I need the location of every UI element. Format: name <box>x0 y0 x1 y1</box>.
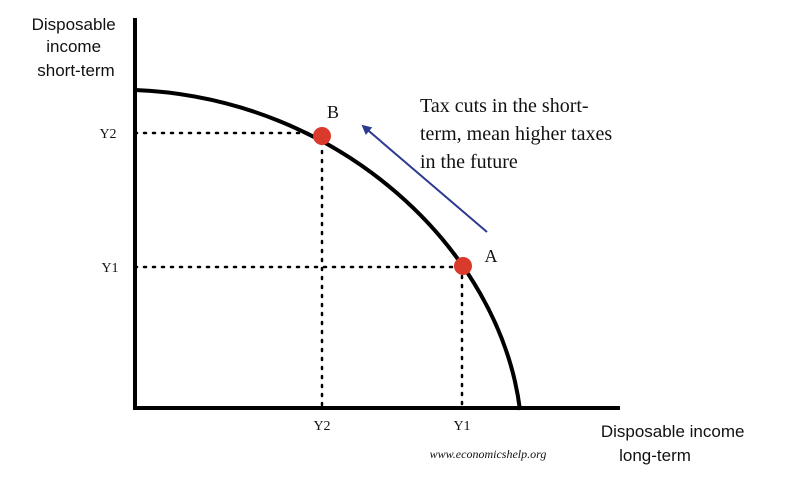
y-tick-y1: Y1 <box>101 261 118 276</box>
x-axis-label: Disposable income long-term <box>601 422 749 465</box>
x-tick-y1: Y1 <box>453 419 470 434</box>
y-tick-y2: Y2 <box>99 127 116 142</box>
point-a-label: A <box>485 246 498 266</box>
trend-arrow <box>361 124 488 233</box>
annotation-text: Tax cuts in the short- term, mean higher… <box>420 95 617 173</box>
x-tick-y2: Y2 <box>313 419 330 434</box>
point-b <box>313 127 331 145</box>
point-a <box>454 257 472 275</box>
frontier-curve <box>134 88 522 411</box>
source-credit: www.economicshelp.org <box>430 447 547 461</box>
point-b-label: B <box>327 102 339 122</box>
y-axis-label: Disposable income short-term <box>32 15 121 80</box>
